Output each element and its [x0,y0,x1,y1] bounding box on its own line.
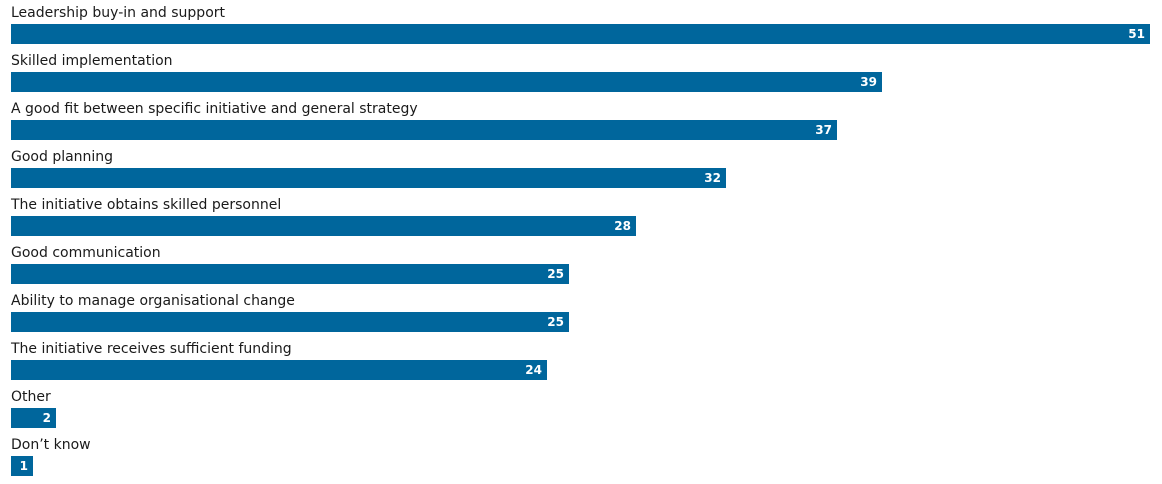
category-label: Don’t know [11,437,91,453]
category-label: A good fit between specific initiative a… [11,101,418,117]
bar: 24 [11,360,547,380]
chart-row: A good fit between specific initiative a… [0,100,1162,148]
category-label: The initiative obtains skilled personnel [11,197,282,213]
value-label: 25 [547,267,564,281]
category-label: Leadership buy-in and support [11,5,225,21]
category-label: Ability to manage organisational change [11,293,295,309]
value-label: 24 [525,363,542,377]
bar: 32 [11,168,726,188]
bar: 2 [11,408,56,428]
value-label: 2 [42,411,51,425]
value-label: 32 [704,171,721,185]
category-label: Good planning [11,149,114,165]
value-label: 28 [614,219,631,233]
category-label: Good communication [11,245,161,261]
chart-row: Good communication 25 [0,244,1162,292]
chart-row: The initiative obtains skilled personnel… [0,196,1162,244]
bar: 51 [11,24,1150,44]
bar: 28 [11,216,636,236]
chart-row: Other 2 [0,388,1162,436]
bar: 25 [11,264,569,284]
bar: 25 [11,312,569,332]
category-label: Skilled implementation [11,53,173,69]
chart-row: Ability to manage organisational change 2… [0,292,1162,340]
chart-row: The initiative receives sufficient fundi… [0,340,1162,388]
bar: 1 [11,456,33,476]
value-label: 37 [815,123,832,137]
value-label: 25 [547,315,564,329]
chart-row: Good planning 32 [0,148,1162,196]
chart-row: Leadership buy-in and support 51 [0,4,1162,52]
value-label: 51 [1128,27,1145,41]
category-label: Other [11,389,51,405]
chart-row: Don’t know 1 [0,436,1162,484]
chart-row: Skilled implementation 39 [0,52,1162,100]
category-label: The initiative receives sufficient fundi… [11,341,292,357]
value-label: 39 [860,75,877,89]
bar: 37 [11,120,837,140]
bar: 39 [11,72,882,92]
value-label: 1 [19,459,28,473]
